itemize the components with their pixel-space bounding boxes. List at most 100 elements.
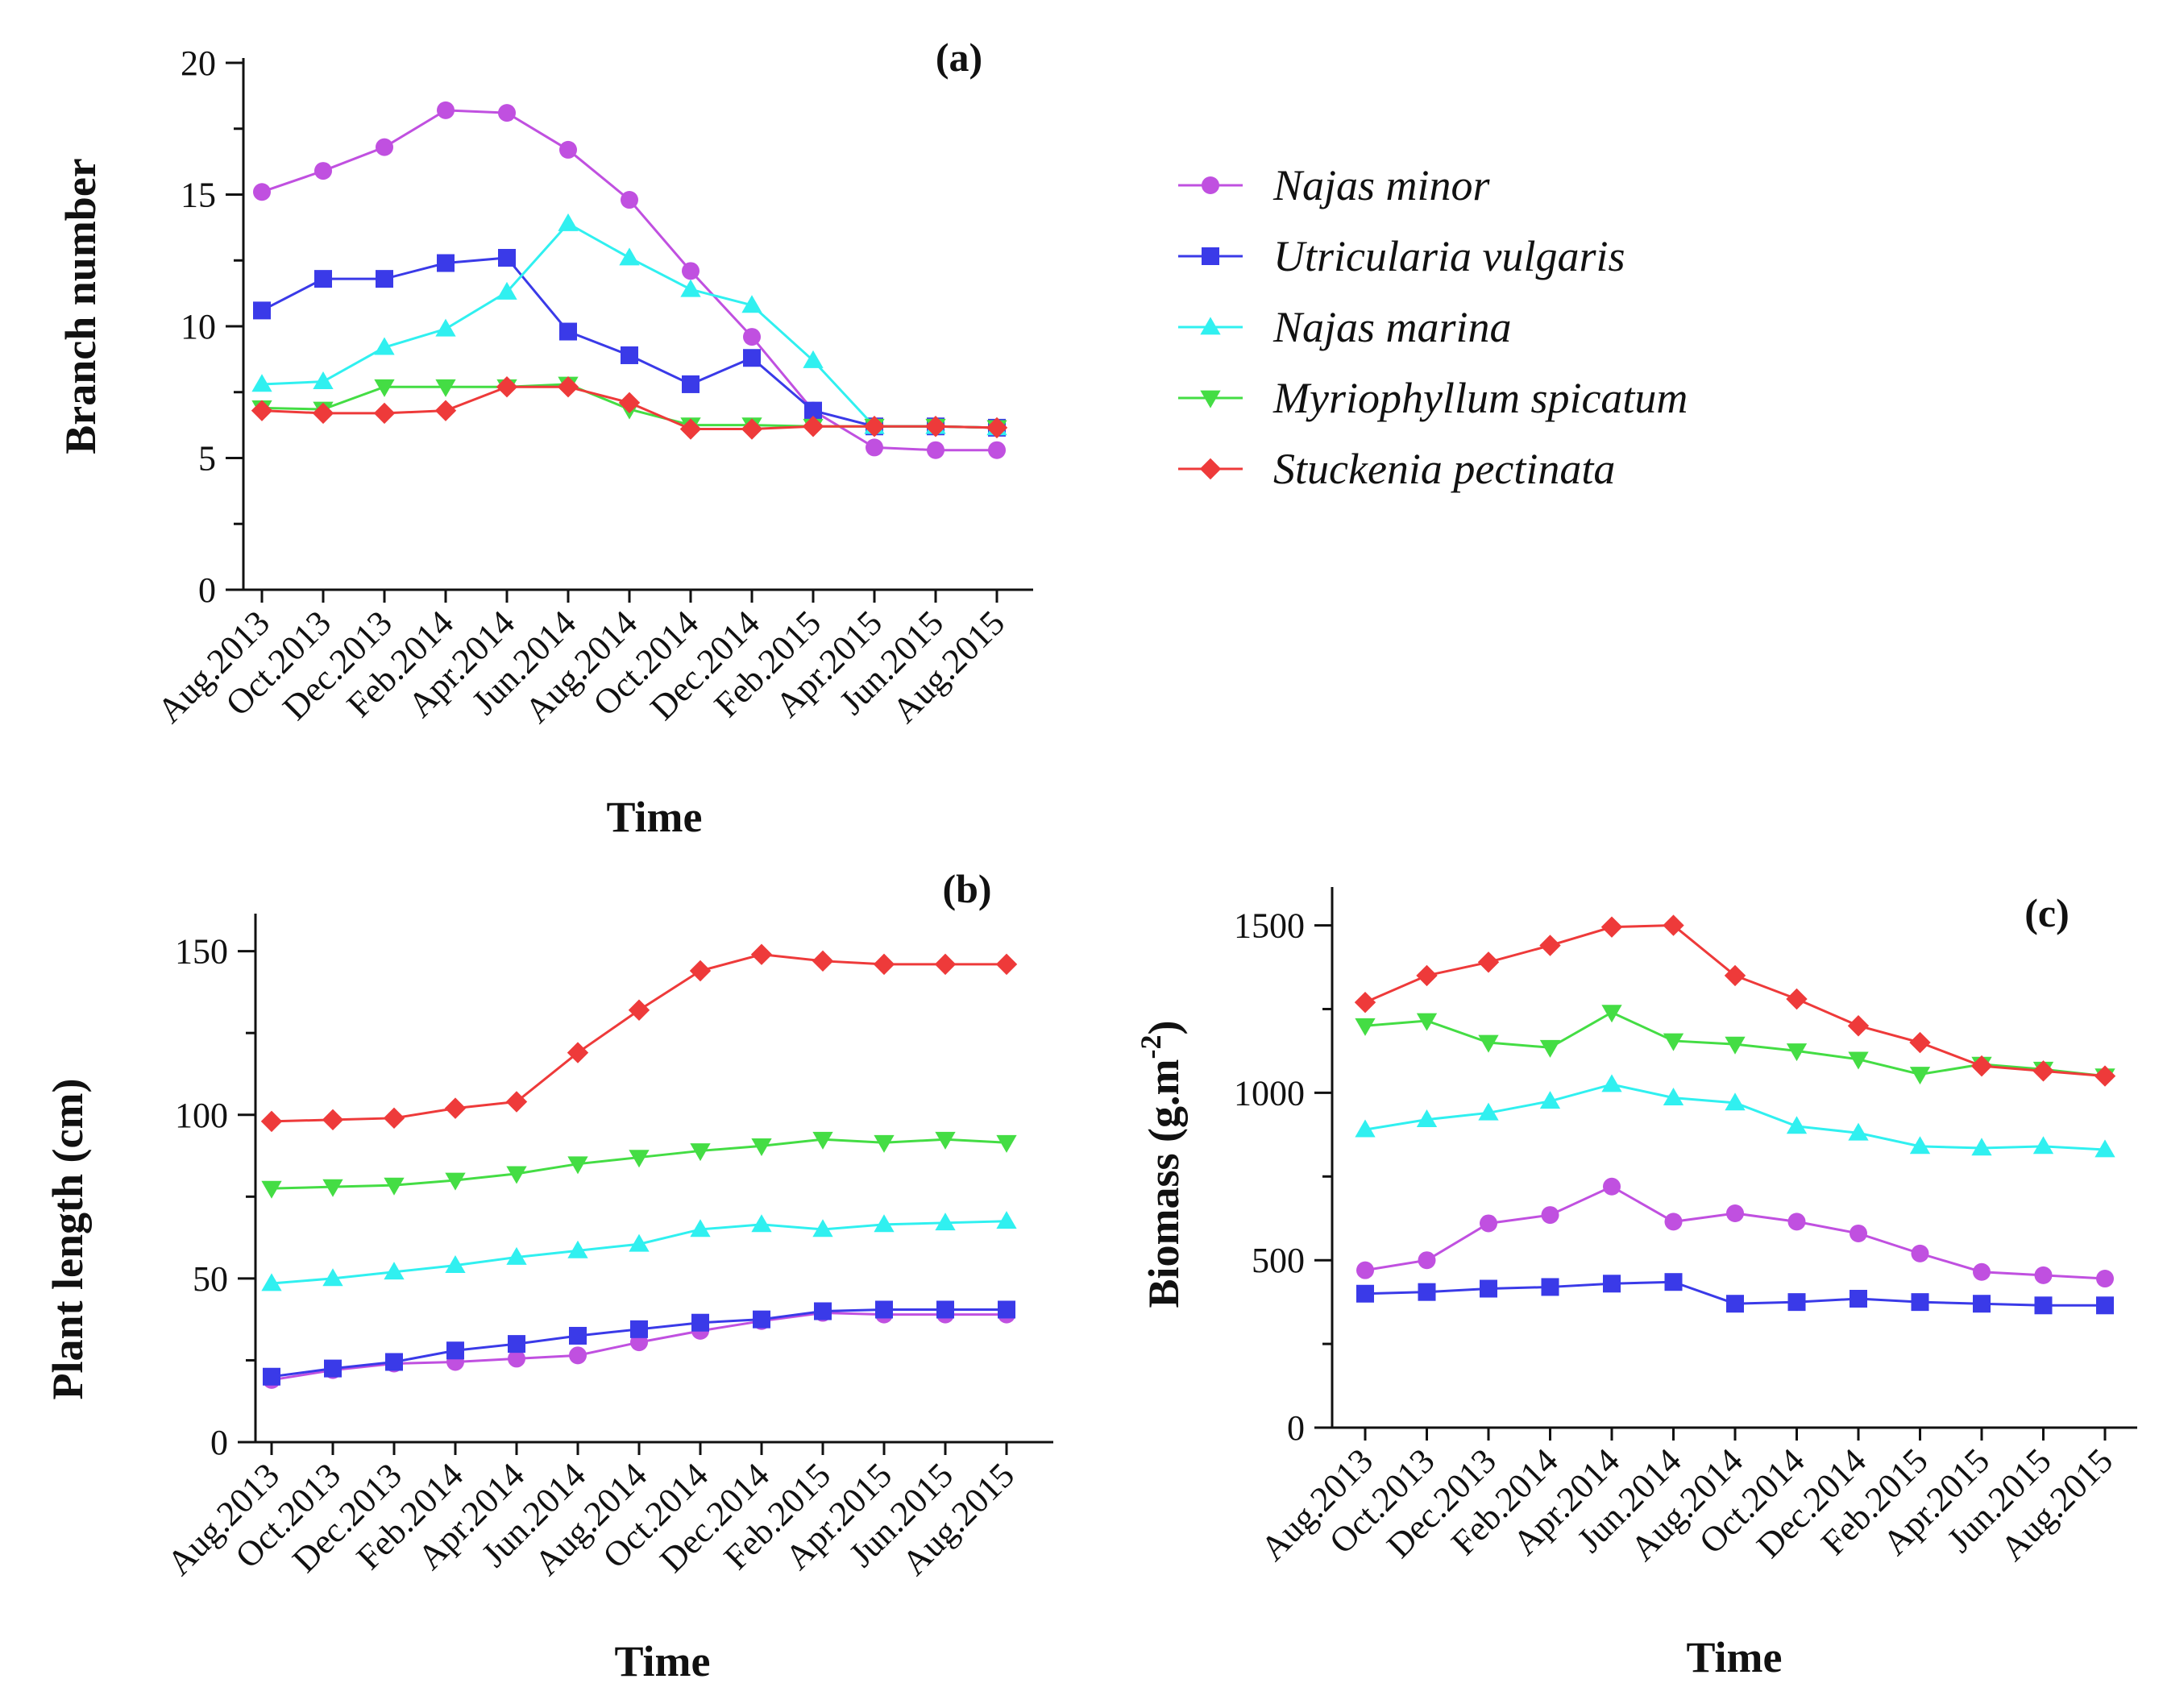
panel-b-data-point-utricularia-vulgaris	[324, 1359, 342, 1378]
panel-c-data-point-utricularia-vulgaris	[2096, 1296, 2114, 1315]
panel-a-data-point-najas-minor	[988, 441, 1006, 459]
panel-c-data-point-stuckenia-pectinata	[1786, 988, 1808, 1010]
panel-a-data-point-myriophyllum-spicatum	[374, 379, 395, 397]
panel-c-data-point-najas-marina	[1416, 1109, 1438, 1127]
panel-c-y-axis-title-end: )	[1140, 1021, 1188, 1035]
panel-a-data-point-stuckenia-pectinata	[312, 402, 334, 425]
panel-a-data-point-najas-marina	[496, 281, 517, 300]
panel-c-data-point-myriophyllum-spicatum	[1663, 1033, 1684, 1051]
panel-b-data-point-najas-marina	[567, 1240, 588, 1258]
panel-a-data-point-utricularia-vulgaris	[437, 254, 455, 272]
panel-a-data-point-najas-marina	[619, 247, 640, 266]
panel-c-data-point-najas-marina	[1478, 1102, 1499, 1121]
panel-a-data-point-najas-minor	[559, 140, 577, 159]
panel-a-data-point-najas-minor	[498, 104, 516, 122]
panel-c-data-point-najas-minor	[2034, 1266, 2053, 1284]
panel-a-data-point-najas-minor	[376, 138, 393, 156]
panel-b-data-point-stuckenia-pectinata	[628, 999, 650, 1021]
panel-a-y-tick-label: 0	[198, 570, 216, 610]
panel-c-data-point-utricularia-vulgaris	[1356, 1284, 1374, 1303]
panel-a-data-point-najas-minor	[621, 191, 638, 209]
panel-b-data-point-utricularia-vulgaris	[753, 1310, 770, 1329]
panel-a-data-point-najas-marina	[558, 213, 579, 231]
panel-b-data-point-myriophyllum-spicatum	[812, 1131, 833, 1150]
panel-c-y-tick-label: 500	[1252, 1241, 1305, 1280]
legend-marker-najas-marina	[1200, 317, 1221, 335]
panel-a-label: (a)	[936, 35, 982, 80]
panel-b-data-point-najas-marina	[935, 1213, 956, 1231]
panel-a-data-point-najas-minor	[437, 101, 455, 119]
panel-b-data-point-stuckenia-pectinata	[689, 960, 712, 982]
panel-a-data-point-najas-minor	[866, 438, 883, 457]
panel-b-data-point-najas-marina	[874, 1214, 895, 1233]
panel-c-data-point-najas-marina	[1971, 1138, 1992, 1156]
panel-c-data-point-stuckenia-pectinata	[1663, 914, 1684, 936]
panel-c-data-point-najas-marina	[1355, 1119, 1376, 1138]
panel-b-chart: (b) Time Plant length (cm) 050100150Aug.…	[44, 866, 1053, 1685]
panel-b-data-point-najas-marina	[445, 1254, 466, 1273]
panel-c-y-tick-label: 1000	[1234, 1073, 1305, 1113]
panel-c-data-point-stuckenia-pectinata	[2094, 1065, 2116, 1087]
panel-b-data-point-myriophyllum-spicatum	[751, 1138, 772, 1156]
panel-b-series-line-najas-marina	[271, 1220, 1007, 1285]
panel-b-data-point-myriophyllum-spicatum	[935, 1131, 956, 1150]
panel-c-data-point-myriophyllum-spicatum	[1909, 1067, 1931, 1085]
panel-c-data-point-najas-marina	[1663, 1087, 1684, 1105]
panel-b-data-point-myriophyllum-spicatum	[445, 1172, 466, 1191]
panel-a-x-axis-title: Time	[607, 793, 703, 841]
panel-a-data-point-stuckenia-pectinata	[863, 416, 886, 437]
panel-b-data-point-utricularia-vulgaris	[263, 1367, 280, 1386]
panel-a-data-point-myriophyllum-spicatum	[435, 379, 456, 397]
panel-c-chart: (c) Time Biomass (g.m-2) 050010001500Aug…	[1135, 887, 2137, 1681]
panel-b-data-point-utricularia-vulgaris	[569, 1326, 587, 1345]
panel-a-y-axis-title: Branch number	[56, 158, 105, 454]
panel-c-data-point-najas-marina	[1909, 1136, 1931, 1155]
panel-a-data-point-najas-marina	[741, 295, 762, 313]
panel-b-data-point-utricularia-vulgaris	[875, 1300, 893, 1319]
panel-a-data-point-najas-marina	[803, 350, 824, 368]
panel-c-data-point-stuckenia-pectinata	[1539, 935, 1561, 956]
panel-a-data-point-stuckenia-pectinata	[741, 418, 763, 440]
panel-c-data-point-stuckenia-pectinata	[2032, 1060, 2054, 1082]
panel-a-data-point-najas-minor	[743, 328, 761, 346]
legend: Najas minor Utricularia vulgaris Najas mar…	[1178, 161, 1688, 493]
panel-a-data-point-najas-marina	[313, 371, 334, 390]
panel-b-series-line-stuckenia-pectinata	[271, 953, 1007, 1123]
panel-a-data-point-najas-marina	[435, 318, 456, 337]
panel-b-data-point-stuckenia-pectinata	[934, 953, 957, 976]
panel-c-data-point-najas-minor	[1356, 1261, 1374, 1279]
legend-label: Stuckenia pectinata	[1273, 445, 1615, 493]
panel-b-data-point-myriophyllum-spicatum	[322, 1179, 343, 1197]
panel-b-data-point-utricularia-vulgaris	[508, 1335, 525, 1354]
panel-c-data-point-najas-marina	[1848, 1122, 1869, 1141]
legend-marker-najas-minor	[1202, 176, 1219, 194]
panel-b-data-point-myriophyllum-spicatum	[261, 1180, 282, 1199]
panel-c-data-point-stuckenia-pectinata	[1600, 916, 1623, 938]
legend-label: Najas marina	[1272, 303, 1512, 351]
legend-label: Najas minor	[1272, 161, 1491, 209]
panel-a-data-point-utricularia-vulgaris	[314, 270, 332, 288]
panel-b-data-point-utricularia-vulgaris	[691, 1313, 709, 1332]
panel-a-data-point-stuckenia-pectinata	[434, 400, 457, 421]
panel-b-data-point-najas-marina	[506, 1246, 527, 1265]
panel-a-chart: (a) Time Branch number 05101520Aug.2013O…	[56, 35, 1033, 841]
panel-b-data-point-myriophyllum-spicatum	[384, 1177, 405, 1196]
panel-b-data-point-najas-marina	[384, 1262, 405, 1280]
legend-marker-stuckenia-pectinata	[1199, 458, 1222, 480]
panel-b-data-point-najas-minor	[569, 1346, 587, 1365]
panel-c-data-point-utricularia-vulgaris	[1541, 1278, 1559, 1296]
panel-c-data-point-najas-minor	[1787, 1213, 1806, 1231]
panel-c-y-axis-title-sup: -2	[1135, 1034, 1167, 1059]
panel-b-data-point-utricularia-vulgaris	[936, 1300, 954, 1319]
panel-c-y-axis-title: Biomass (g.m-2)	[1135, 1021, 1188, 1308]
panel-a-data-point-stuckenia-pectinata	[251, 400, 273, 421]
panel-c-y-axis-title-main: Biomass (g.m	[1140, 1059, 1188, 1308]
panel-c-data-point-utricularia-vulgaris	[1603, 1275, 1621, 1293]
panel-a-data-point-stuckenia-pectinata	[373, 402, 396, 425]
legend-marker-utricularia-vulgaris	[1202, 247, 1219, 265]
panel-b-y-tick-label: 0	[210, 1423, 228, 1462]
panel-c-data-point-stuckenia-pectinata	[1847, 1015, 1870, 1037]
panel-c-data-point-najas-minor	[2096, 1270, 2114, 1288]
panel-b-data-point-myriophyllum-spicatum	[690, 1143, 711, 1162]
panel-c-data-point-utricularia-vulgaris	[2034, 1296, 2053, 1315]
